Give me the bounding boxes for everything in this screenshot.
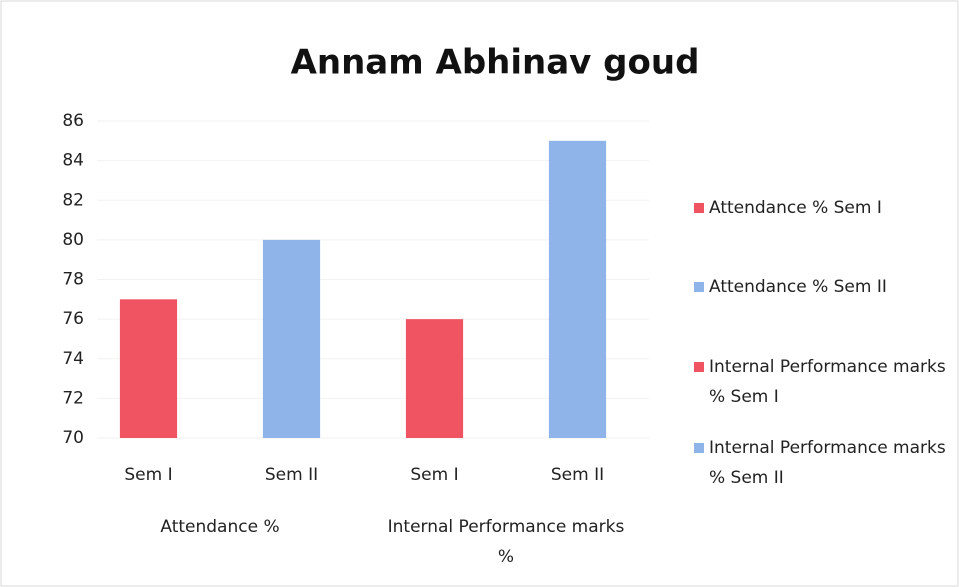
y-tick-label: 72 <box>62 388 84 408</box>
legend-label: Attendance % Sem I <box>709 198 882 218</box>
bar <box>262 239 321 438</box>
legend-item: Internal Performance marks % Sem II <box>694 433 954 493</box>
legend-swatch <box>694 362 704 372</box>
legend-swatch <box>694 443 704 453</box>
bar <box>405 319 464 438</box>
bar <box>119 299 178 438</box>
x-tick-label: Sem I <box>410 465 458 485</box>
y-tick-label: 82 <box>62 190 84 210</box>
legend-item: Attendance % Sem II <box>694 272 954 302</box>
x-group-label: Attendance % <box>160 517 280 537</box>
legend-label: Attendance % Sem II <box>709 277 887 297</box>
x-tick-label: Sem I <box>124 465 172 485</box>
legend-label: Internal Performance marks % Sem I <box>709 357 946 407</box>
x-group-label: Internal Performance marks % <box>387 517 625 567</box>
y-tick-label: 80 <box>62 230 84 250</box>
legend-item: Internal Performance marks % Sem I <box>694 352 954 412</box>
legend-label: Internal Performance marks % Sem II <box>709 438 946 488</box>
bar <box>548 140 607 438</box>
y-tick-label: 78 <box>62 270 84 290</box>
y-tick-label: 70 <box>62 428 84 448</box>
legend-swatch <box>694 203 704 213</box>
y-tick-label: 86 <box>62 111 84 131</box>
chart-title: Annam Abhinav goud <box>291 43 700 83</box>
x-tick-label: Sem II <box>265 465 318 485</box>
y-tick-label: 76 <box>62 309 84 329</box>
legend-item: Attendance % Sem I <box>694 193 954 223</box>
x-tick-label: Sem II <box>551 465 604 485</box>
legend-swatch <box>694 282 704 292</box>
y-tick-label: 74 <box>62 349 84 369</box>
y-tick-label: 84 <box>62 151 84 171</box>
